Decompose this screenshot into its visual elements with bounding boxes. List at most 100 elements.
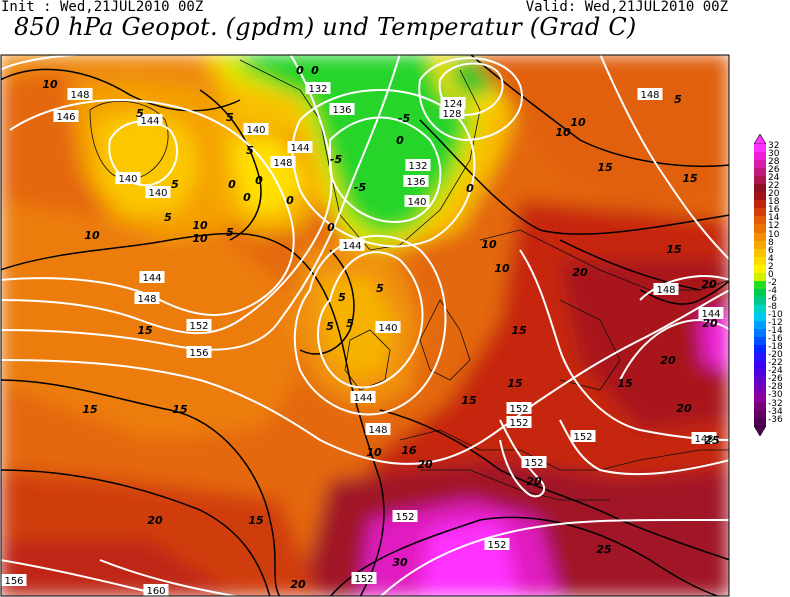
legend-label: 6: [768, 245, 774, 256]
legend-label: 14: [768, 213, 780, 224]
legend-step: -10: [754, 310, 790, 322]
svg-text:20: 20: [701, 278, 717, 291]
legend-swatch: [754, 385, 766, 394]
svg-text:15: 15: [137, 324, 153, 337]
svg-text:15: 15: [597, 161, 613, 174]
svg-text:5: 5: [376, 282, 384, 295]
svg-text:148: 148: [273, 158, 292, 169]
legend-label: 30: [768, 149, 780, 160]
geopotential-label: 144: [339, 239, 365, 252]
temperature-label: 0: [255, 174, 263, 187]
legend-label: -32: [768, 398, 783, 409]
temperature-label: 0: [396, 134, 404, 147]
init-time: Init : Wed,21JUL2010 00Z: [1, 0, 204, 15]
svg-text:0: 0: [396, 134, 404, 147]
legend-label: -22: [768, 358, 783, 369]
temperature-label: 15: [597, 161, 613, 174]
legend-label: -8: [768, 301, 777, 312]
geopotential-label: 140: [115, 172, 141, 185]
geopotential-label: 152: [484, 538, 510, 551]
temperature-label: 10: [570, 116, 586, 129]
svg-text:10: 10: [192, 219, 208, 232]
legend-step: 18: [754, 197, 790, 209]
svg-text:5: 5: [164, 211, 172, 224]
svg-text:10: 10: [192, 232, 208, 245]
geopotential-label: 140: [145, 186, 171, 199]
svg-text:128: 128: [442, 109, 461, 120]
svg-text:148: 148: [694, 434, 713, 445]
temperature-label: 20: [702, 317, 718, 330]
legend-swatch: [754, 184, 766, 193]
svg-text:156: 156: [4, 576, 23, 587]
legend-label: -24: [768, 366, 783, 377]
svg-text:132: 132: [308, 84, 327, 95]
svg-text:5: 5: [674, 93, 682, 106]
legend-step: 20: [754, 189, 790, 201]
legend-label: -18: [768, 342, 783, 353]
geopotential-label: 152: [392, 510, 418, 523]
legend-label: 4: [768, 253, 774, 264]
svg-text:20: 20: [147, 514, 163, 527]
temperature-label: 10: [494, 262, 510, 275]
geopotential-label: 144: [139, 271, 165, 284]
legend-step: 0: [754, 269, 790, 281]
legend-label: -30: [768, 390, 783, 401]
legend-label: 32: [768, 141, 780, 151]
map-title: 850 hPa Geopot. (gpdm) und Temperatur (G…: [14, 13, 637, 41]
legend-step: -30: [754, 390, 790, 402]
geopotential-label: 140: [375, 321, 401, 334]
legend-label: 0: [768, 269, 774, 280]
svg-text:15: 15: [461, 394, 477, 407]
geopotential-label: 128: [439, 107, 465, 120]
temperature-label: 15: [248, 514, 264, 527]
temperature-label: 5: [326, 320, 334, 333]
temperature-label: 5: [226, 111, 234, 124]
svg-text:148: 148: [368, 425, 387, 436]
temperature-label: 5: [674, 93, 682, 106]
legend-swatch: [754, 232, 766, 241]
svg-text:-5: -5: [398, 112, 411, 125]
svg-text:140: 140: [407, 197, 426, 208]
svg-text:25: 25: [596, 543, 612, 556]
legend-swatch: [754, 264, 766, 273]
svg-text:20: 20: [526, 475, 542, 488]
legend-swatch: [754, 337, 766, 346]
svg-text:140: 140: [378, 323, 397, 334]
temperature-label: 20: [147, 514, 163, 527]
temperature-label: 16: [401, 444, 417, 457]
legend-swatch: [754, 160, 766, 169]
legend-step: -34: [754, 407, 790, 418]
legend-swatch: [754, 272, 766, 281]
svg-text:140: 140: [246, 125, 265, 136]
legend-swatch: [754, 393, 766, 402]
legend-step: -4: [754, 286, 790, 297]
temperature-label: 0: [243, 191, 251, 204]
legend-swatch: [754, 329, 766, 338]
svg-text:10: 10: [555, 126, 571, 139]
legend-label: -26: [768, 374, 783, 385]
temperature-field: [1, 55, 729, 596]
svg-text:152: 152: [354, 574, 373, 585]
temperature-label: 10: [42, 78, 58, 91]
legend-step: -6: [754, 294, 790, 305]
legend-swatch: [754, 296, 766, 305]
legend-swatch: [754, 361, 766, 370]
svg-text:5: 5: [346, 317, 354, 330]
geopotential-label: 132: [305, 82, 331, 95]
temperature-label: 20: [526, 475, 542, 488]
svg-text:20: 20: [572, 266, 588, 279]
svg-text:5: 5: [246, 144, 254, 157]
temperature-label: 15: [507, 377, 523, 390]
temperature-label: 0: [327, 221, 335, 234]
legend-step: 14: [754, 213, 790, 225]
legend-swatch: [754, 353, 766, 362]
temperature-label: 20: [290, 578, 306, 591]
legend-step: -18: [754, 342, 790, 354]
svg-text:144: 144: [142, 273, 161, 284]
temperature-label: 0: [228, 178, 236, 191]
legend-swatch: [754, 401, 766, 410]
legend-step: -28: [754, 382, 790, 394]
temperature-label: 5: [246, 144, 254, 157]
legend-label: 8: [768, 237, 774, 248]
temperature-label: -5: [354, 181, 367, 194]
